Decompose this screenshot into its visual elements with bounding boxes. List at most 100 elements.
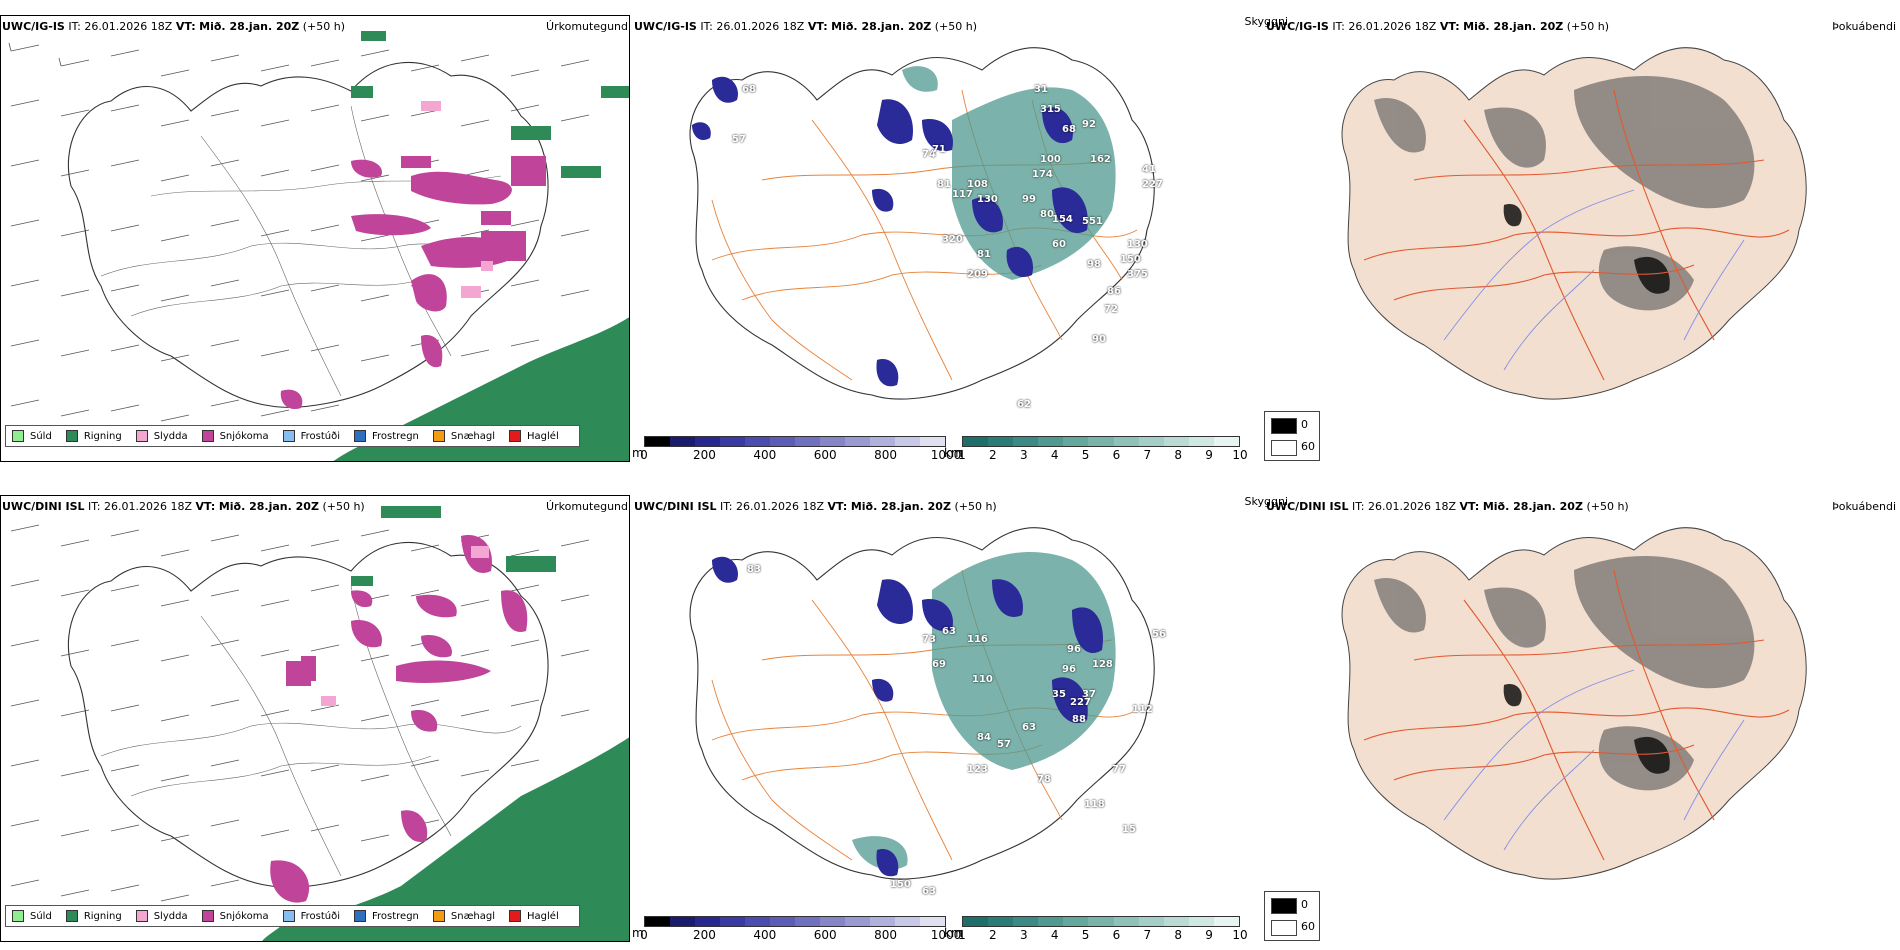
- colorbar-tick: 5: [1081, 448, 1090, 462]
- colorbar-step: [1063, 437, 1089, 446]
- snow-area: [280, 156, 546, 410]
- colorbar-step: [720, 917, 745, 926]
- precip-map-frame: Súld Rigning Slydda Snjókoma Frostúði Frostre…: [0, 15, 630, 462]
- colorbar-step: [1188, 437, 1214, 446]
- legend-swatch: [354, 910, 366, 922]
- panel-header: UWC/IG-IS IT: 26.01.2026 18Z VT: Mið. 28…: [1266, 20, 1610, 33]
- cloudbase-color-scale: [644, 916, 946, 927]
- cloudbase-value-label: 130: [977, 194, 998, 205]
- cloudbase-value-label: 123: [967, 764, 988, 775]
- cloudbase-value-label: 81: [977, 249, 991, 260]
- colorbar-tick: 4: [1050, 928, 1059, 942]
- colorbar-step: [795, 437, 820, 446]
- legend-item: Súld: [12, 430, 52, 442]
- fog-dense: [1503, 684, 1670, 774]
- fog-indicator-panel: UWC/DINI ISL IT: 26.01.2026 18Z VT: Mið.…: [1264, 480, 1900, 950]
- cloudbase-value-label: 128: [1092, 659, 1113, 670]
- fog-dense: [1503, 204, 1670, 294]
- cloudbase-value-label: 118: [1084, 799, 1105, 810]
- colorbar-tick: 3: [1019, 448, 1028, 462]
- cloudbase-value-label: 162: [1090, 154, 1111, 165]
- colorbar-step: [1138, 917, 1164, 926]
- colorbar-step: [1213, 917, 1240, 926]
- colorbar-step: [670, 437, 695, 446]
- colorbar-step: [670, 917, 695, 926]
- colorbar-tick: 9: [1205, 448, 1213, 462]
- colorbar-step: [870, 917, 895, 926]
- cloudbase-panel: UWC/IG-IS IT: 26.01.2026 18Z VT: Mið. 28…: [632, 0, 1288, 470]
- legend-swatch: [282, 910, 295, 922]
- legend-label: Haglél: [527, 430, 559, 442]
- colorbar-step: [845, 917, 870, 926]
- precip-map-frame: Súld Rigning Slydda Snjókoma Frostúði Frostre…: [0, 495, 630, 942]
- legend-label: Frostregn: [372, 430, 419, 442]
- legend-item: Súld: [12, 910, 52, 922]
- colorbar-step: [645, 437, 670, 446]
- legend-item: Slydda: [135, 910, 188, 922]
- cloudbase-value-label: 96: [1067, 644, 1081, 655]
- cloud-panel-title: Skyggni: [1244, 15, 1288, 28]
- cloudbase-value-label: 150: [890, 879, 911, 890]
- colorbar-tick: 5: [1081, 928, 1090, 942]
- cloudbase-ticks: 0 200 400 600 800 1000: [640, 448, 961, 462]
- precip-legend: Súld Rigning Slydda Snjókoma Frostúði Frostre…: [5, 905, 580, 927]
- cloudbase-value-label: 72: [1104, 304, 1118, 315]
- cloudtop-unit: km: [944, 446, 963, 460]
- iceland-outline: [1341, 527, 1807, 880]
- iceland-outline: [67, 61, 549, 408]
- cloudbase-value-label: 15: [1122, 824, 1136, 835]
- colorbar-tick: 800: [874, 928, 898, 942]
- cloudbase-value-label: 78: [1037, 774, 1051, 785]
- cloudbase-value-label: 98: [1087, 259, 1101, 270]
- legend-swatch: [201, 910, 214, 922]
- colorbar-tick: 400: [753, 928, 777, 942]
- legend-label: Snæhagl: [450, 430, 496, 442]
- cloudbase-value-label: 150: [1120, 254, 1141, 265]
- cloudbase-value-label: 116: [967, 634, 988, 645]
- legend-item: Frostregn: [354, 910, 419, 922]
- legend-label: Snjókoma: [219, 430, 269, 442]
- cloudbase-panel: UWC/DINI ISL IT: 26.01.2026 18Z VT: Mið.…: [632, 480, 1288, 950]
- panel-header: UWC/IG-IS IT: 26.01.2026 18Z VT: Mið. 28…: [2, 20, 346, 33]
- fog-legend-high: 0: [1301, 418, 1308, 431]
- colorbar-tick: 1000: [930, 928, 962, 942]
- fog-legend-low: 60: [1301, 440, 1315, 453]
- panel-header: UWC/DINI ISL IT: 26.01.2026 18Z VT: Mið.…: [1266, 500, 1629, 513]
- fog-legend: 0 60: [1264, 891, 1320, 941]
- sleet-area: [421, 101, 493, 298]
- cloudbase-value-label: 69: [932, 659, 946, 670]
- legend-label: Súld: [30, 430, 52, 442]
- colorbar-step: [770, 917, 795, 926]
- cloudbase-colorbar: 0 200 400 600 800 1000: [640, 916, 961, 946]
- precip-panel-title: Úrkomutegund: [546, 500, 628, 513]
- colorbar-tick: 200: [692, 928, 716, 942]
- forecast-row-dini-isl: Súld Rigning Slydda Snjókoma Frostúði Frostre…: [0, 480, 1900, 950]
- panel-header: UWC/DINI ISL IT: 26.01.2026 18Z VT: Mið.…: [2, 500, 365, 513]
- river-network: [1443, 189, 1745, 371]
- colorbar-step: [988, 917, 1014, 926]
- colorbar-tick: 0: [640, 928, 648, 942]
- cloudbase-map: [689, 47, 1155, 400]
- legend-item: Snjókoma: [201, 910, 269, 922]
- colorbar-step: [845, 437, 870, 446]
- cloudbase-value-label: 320: [942, 234, 963, 245]
- cloudbase-value-label: 37: [1082, 689, 1096, 700]
- colorbar-tick: 1: [958, 928, 966, 942]
- fog-legend-low: 60: [1301, 920, 1315, 933]
- cloudbase-value-label: 110: [972, 674, 993, 685]
- fog-legend-swatch-dark: [1271, 898, 1297, 914]
- legend-swatch: [135, 430, 148, 442]
- colorbar-step: [895, 437, 920, 446]
- colorbar-tick: 600: [813, 448, 837, 462]
- panel-header: UWC/IG-IS IT: 26.01.2026 18Z VT: Mið. 28…: [634, 20, 978, 33]
- colorbar-tick: 2: [989, 928, 997, 942]
- cloudbase-value-label: 31: [1034, 84, 1048, 95]
- colorbar-step: [820, 437, 845, 446]
- cloudbase-value-label: 154: [1052, 214, 1073, 225]
- colorbar-step: [745, 917, 770, 926]
- colorbar-step: [1088, 917, 1114, 926]
- colorbar-step: [1138, 437, 1164, 446]
- colorbar-step: [963, 917, 989, 926]
- legend-item: Frostúði: [282, 430, 340, 442]
- colorbar-step: [1163, 437, 1189, 446]
